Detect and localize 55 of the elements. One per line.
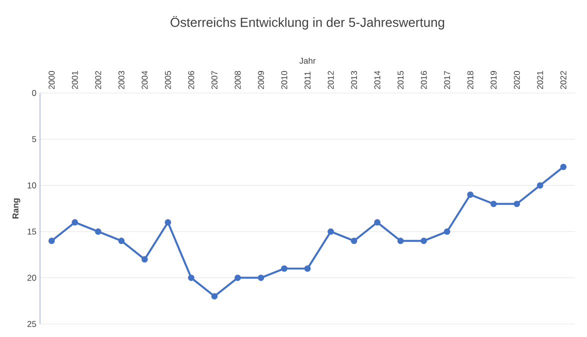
y-axis-title: Rang [12,198,20,219]
x-tick-label: 2013 [351,71,358,90]
point [94,228,102,235]
y-tick-label: 5 [32,136,36,142]
point [397,238,404,244]
point [118,238,125,244]
point [350,238,358,244]
x-tick-label: 2007 [211,71,218,90]
point [444,228,450,235]
x-tick-label: 2012 [328,71,334,90]
point [164,219,172,226]
point [536,182,544,189]
x-tick-label: 2004 [142,70,148,90]
y-tick-label: 15 [28,228,36,235]
x-tick-label: 2003 [118,71,124,90]
x-tick-label: 2011 [304,72,310,90]
x-tick-label: 2006 [188,71,194,90]
point [188,274,194,281]
chart-title: Österreichs Entwicklung in der 5-Jahreswertung [170,16,444,30]
x-tick-label: 2001 [72,71,78,90]
x-tick-label: 2015 [398,71,404,90]
y-tick-label: 25 [27,321,36,327]
x-tick-label: 2008 [234,71,241,90]
point [374,219,380,226]
x-tick-label: 2017 [444,71,450,90]
x-tick-label: 2009 [258,71,264,90]
x-tick-label: 2019 [490,71,497,90]
y-tick-label: 0 [32,90,36,96]
point [72,219,78,226]
y-tick-label: 10 [28,182,36,188]
x-tick-label: 2016 [420,71,427,90]
x-tick-label: 2010 [281,70,288,90]
x-tick-label: 2000 [48,70,55,90]
point [328,228,334,235]
point [258,274,264,281]
point [48,238,55,244]
x-tick-label: 2014 [374,70,380,90]
x-axis-title: Jahr [299,58,316,64]
point [490,200,497,208]
x-tick-label: 2018 [467,71,474,90]
point [141,256,148,263]
x-tick-label: 2020 [514,70,520,90]
point [467,191,474,198]
point [304,265,311,272]
x-tick-label: 2022 [560,71,566,90]
point [514,200,520,208]
point [420,238,427,244]
x-tick-label: 2021 [537,71,544,90]
x-tick-label: 2005 [164,71,171,90]
point [560,164,567,170]
point [234,274,241,281]
point [281,265,288,272]
point [211,293,218,300]
x-tick-label: 2002 [95,71,102,90]
y-tick-label: 20 [27,274,36,281]
